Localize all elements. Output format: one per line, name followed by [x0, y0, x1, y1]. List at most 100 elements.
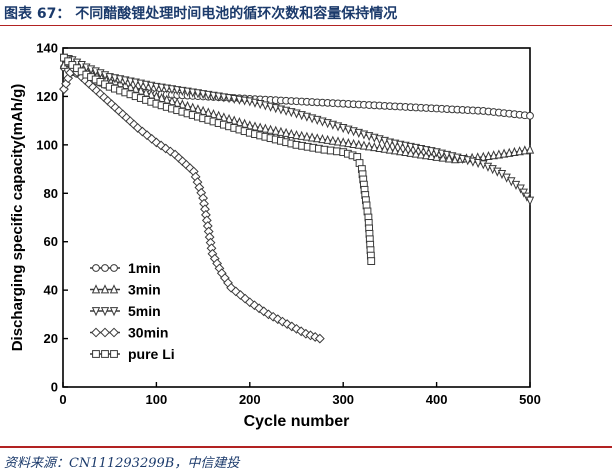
data-point — [380, 143, 389, 153]
data-point — [142, 130, 152, 141]
data-point — [297, 130, 306, 140]
data-point — [132, 123, 143, 133]
y-tick-label: 120 — [36, 89, 58, 104]
data-point — [499, 148, 509, 158]
data-point — [328, 135, 338, 145]
data-point — [515, 146, 524, 156]
data-point — [198, 90, 208, 100]
legend-marker — [110, 264, 118, 272]
data-point — [525, 144, 535, 154]
legend-marker — [109, 327, 119, 338]
legend-marker — [100, 284, 110, 294]
series-30min — [59, 62, 325, 344]
legend-marker — [91, 327, 101, 338]
data-point — [344, 138, 353, 148]
data-point — [416, 149, 426, 159]
data-point — [370, 142, 379, 152]
y-tick-label: 0 — [51, 380, 58, 395]
data-point — [224, 94, 234, 104]
data-point — [333, 136, 343, 146]
legend-item: 30min — [90, 325, 168, 341]
data-point — [510, 146, 519, 157]
data-point — [172, 86, 182, 96]
legend-marker — [91, 307, 101, 317]
legend-marker — [101, 350, 109, 358]
data-point — [406, 147, 415, 157]
data-point — [165, 146, 176, 157]
header-divider — [0, 25, 612, 26]
legend-marker — [100, 327, 110, 338]
data-point — [526, 111, 534, 120]
data-point — [276, 126, 286, 136]
legend-label: 3min — [128, 282, 161, 298]
legend-item: 1min — [90, 260, 161, 276]
y-tick-label: 140 — [36, 41, 58, 56]
data-point — [313, 133, 322, 143]
data-point — [214, 92, 223, 102]
data-point — [230, 94, 239, 105]
data-point — [235, 95, 244, 105]
series-5min — [59, 53, 535, 206]
data-point — [354, 139, 363, 149]
y-tick-label: 40 — [44, 283, 58, 298]
data-point — [261, 123, 270, 133]
data-point — [385, 144, 395, 154]
y-tick-label: 100 — [36, 137, 58, 152]
axes-layer: 0 100 200 300 400 500 0 20 40 60 80 100 120 140 Cycle … — [9, 41, 541, 431]
data-point — [525, 196, 535, 206]
line-chart: 0 100 200 300 400 500 0 20 40 60 80 100 120 140 Cycle … — [9, 41, 541, 431]
y-tick-label: 60 — [44, 234, 58, 249]
y-tick-label: 20 — [44, 331, 58, 346]
data-point — [167, 85, 177, 95]
data-point — [266, 124, 275, 134]
legend-label: 5min — [128, 303, 161, 319]
legend-marker — [109, 284, 119, 294]
legend-label: pure Li — [128, 346, 175, 362]
figure-title: 图表 67： 不同醋酸锂处理时间电池的循环次数和容量保持情况 — [4, 6, 398, 22]
data-point — [505, 147, 514, 157]
data-point — [302, 131, 312, 141]
data-point — [204, 90, 213, 101]
x-axis-label: Cycle number — [244, 413, 350, 430]
data-point — [240, 96, 249, 106]
y-axis-label: Discharging specific capacity(mAh/g) — [9, 84, 26, 352]
data-point — [219, 93, 229, 103]
data-point — [178, 86, 187, 96]
data-point — [314, 333, 325, 344]
data-point — [375, 142, 384, 152]
legend-label: 1min — [128, 260, 161, 276]
data-point — [281, 127, 291, 137]
data-point — [520, 145, 529, 155]
figure-header: 图表 67： 不同醋酸锂处理时间电池的循环次数和容量保持情况 — [0, 0, 612, 26]
legend-marker — [109, 307, 119, 317]
x-tick-label: 300 — [332, 392, 354, 407]
data-point — [183, 87, 192, 97]
data-point — [396, 146, 405, 156]
data-point — [323, 134, 332, 144]
data-point — [494, 149, 504, 159]
footer-divider — [0, 446, 612, 448]
x-tick-label: 400 — [426, 392, 448, 407]
x-tick-label: 0 — [59, 392, 66, 407]
data-point — [307, 132, 317, 142]
data-point — [271, 125, 280, 135]
legend-marker — [92, 350, 100, 358]
data-point — [411, 148, 421, 158]
data-point — [250, 121, 260, 131]
legend-marker — [101, 264, 109, 272]
data-point — [364, 141, 374, 151]
data-point — [401, 146, 410, 157]
data-point — [287, 128, 296, 138]
chart-container: 0 100 200 300 400 500 0 20 40 60 80 100 120 140 Cycle … — [0, 30, 612, 440]
data-point — [438, 152, 448, 162]
x-tick-label: 500 — [519, 392, 541, 407]
legend-label: 30min — [128, 325, 168, 341]
legend-item: 3min — [90, 282, 161, 298]
data-point — [162, 84, 171, 94]
data-point — [209, 91, 218, 101]
source-note: 资料来源：CN111293299B，中信建投 — [4, 456, 240, 471]
series-pure-li — [60, 53, 376, 265]
legend-marker — [100, 307, 110, 317]
data-point — [188, 88, 197, 98]
data-point — [152, 82, 161, 92]
